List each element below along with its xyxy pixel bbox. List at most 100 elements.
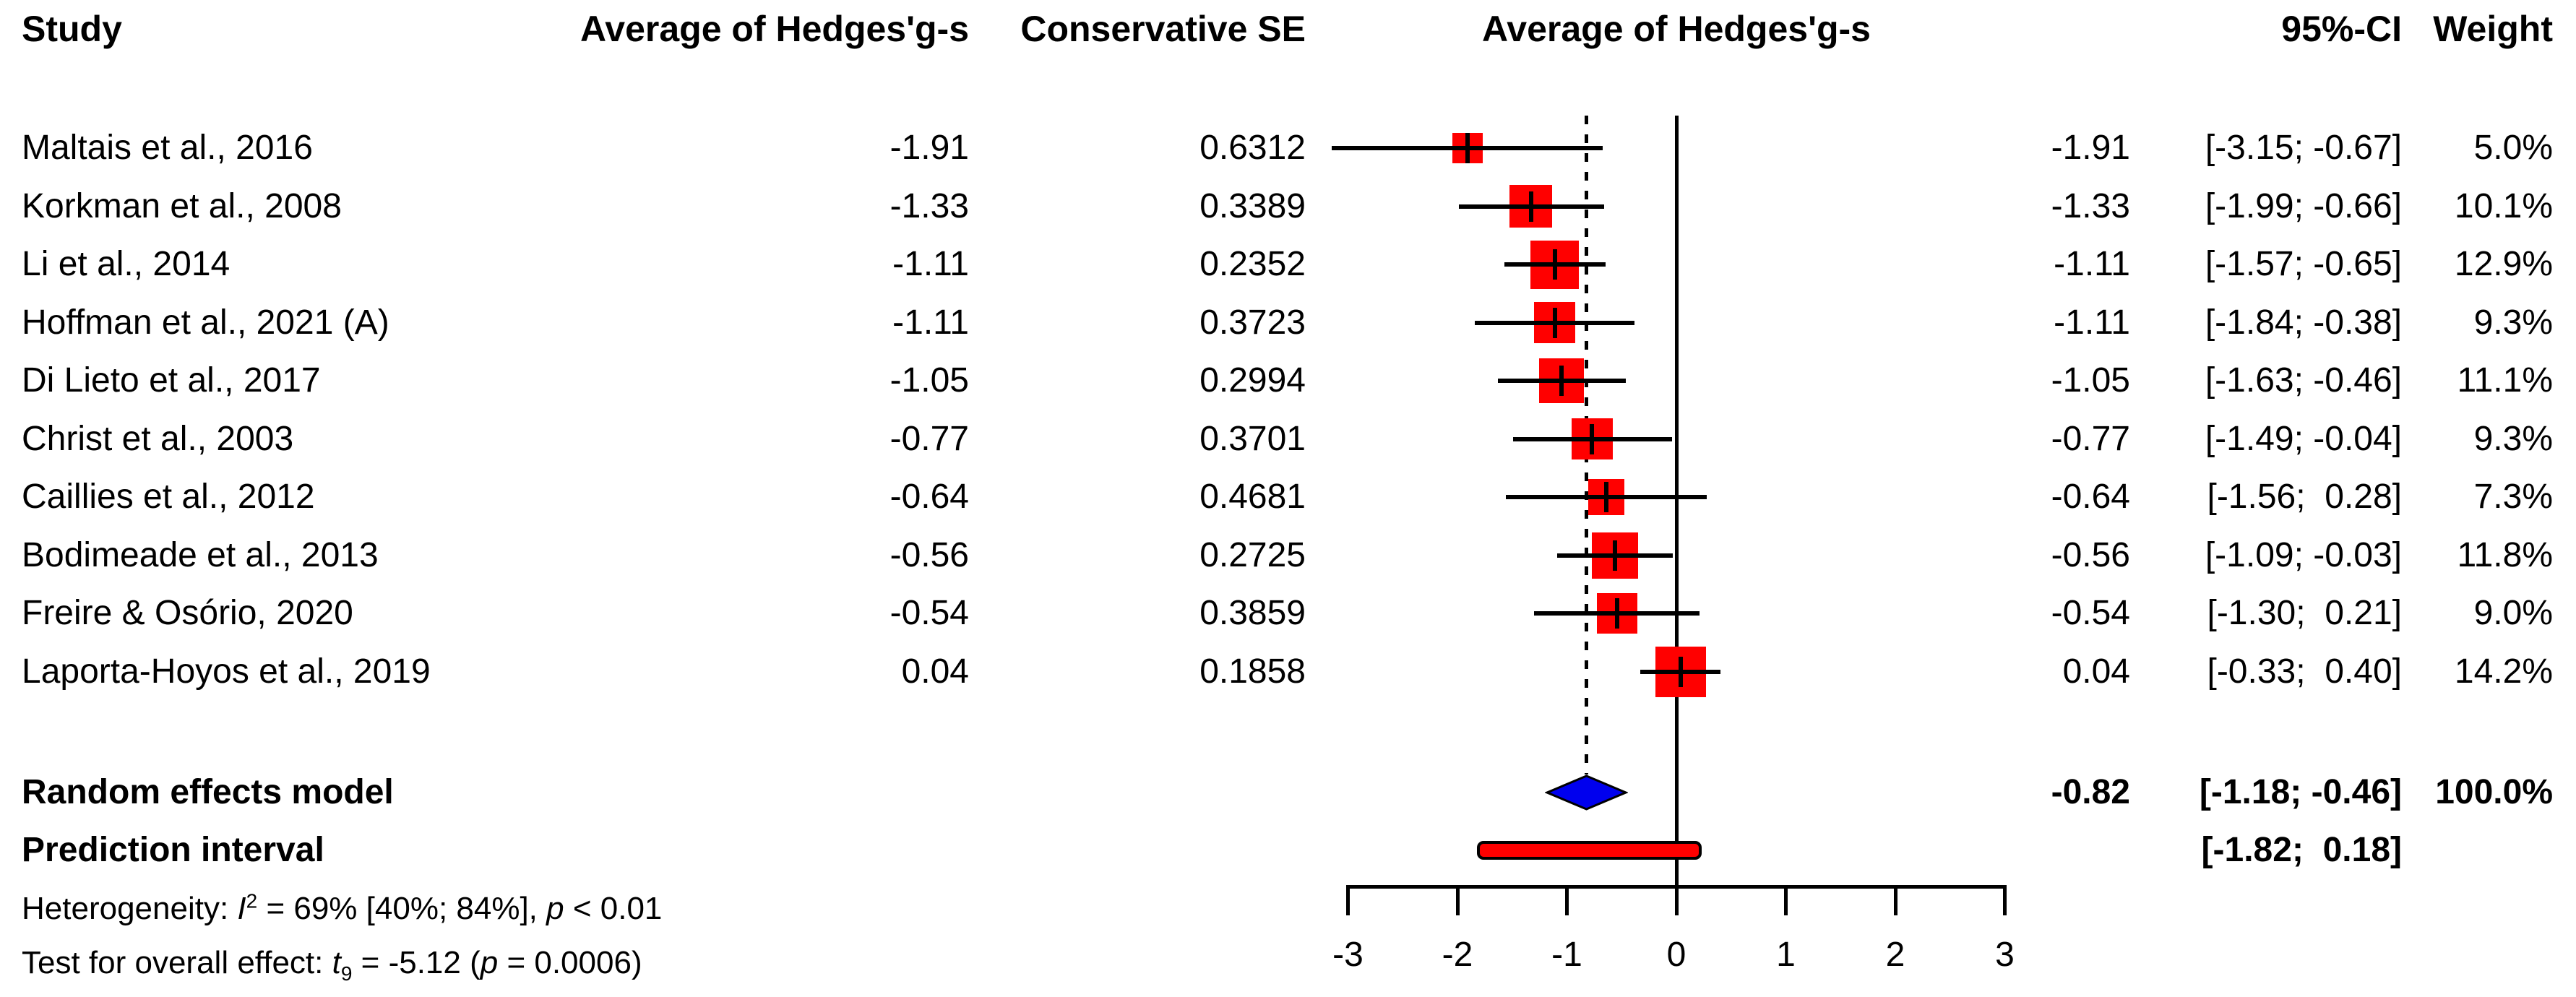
effect-value: -0.64: [2051, 478, 2130, 516]
test-t-df: 9: [340, 962, 353, 985]
random-effects-ci: [-1.18; -0.46]: [2199, 773, 2402, 811]
study-name: Caillies et al., 2012: [22, 478, 315, 516]
random-effects-weight: 100.0%: [2435, 773, 2553, 811]
random-effects-label: Random effects model: [22, 773, 394, 811]
conservative-se-value: 0.6312: [1199, 129, 1306, 167]
ci-value: [-1.56; 0.28]: [2207, 478, 2402, 516]
column-header-conservative-se: Conservative SE: [1020, 9, 1306, 49]
column-header-study: Study: [22, 9, 122, 49]
conservative-se-value: 0.2994: [1199, 361, 1306, 400]
effect-center-tick: [1528, 191, 1533, 222]
random-effects-estimate: -0.82: [2051, 773, 2130, 811]
conservative-se-value: 0.4681: [1199, 478, 1306, 516]
avg-hedges-value: -1.91: [889, 129, 969, 167]
het-i-exponent: 2: [246, 889, 258, 912]
weight-value: 7.3%: [2473, 478, 2553, 516]
ci-value: [-1.09; -0.03]: [2205, 535, 2402, 574]
zero-reference-line: [1674, 116, 1679, 889]
effect-center-tick: [1613, 540, 1618, 571]
avg-hedges-value: -0.54: [889, 594, 969, 632]
study-name: Laporta-Hoyos et al., 2019: [22, 652, 431, 691]
weight-value: 9.0%: [2473, 594, 2553, 632]
study-name: Li et al., 2014: [22, 245, 231, 283]
effect-value: -1.11: [2054, 303, 2130, 342]
effect-value: -1.33: [2051, 186, 2130, 225]
prediction-interval-label: Prediction interval: [22, 831, 324, 869]
avg-hedges-value: -1.33: [889, 186, 969, 225]
column-header-plot-title: Average of Hedges'g-s: [1482, 9, 1871, 49]
avg-hedges-value: -1.05: [889, 361, 969, 400]
test-values: = -5.12 (: [352, 945, 481, 980]
study-name: Christ et al., 2003: [22, 419, 294, 458]
column-header-avg-hedges: Average of Hedges'g-s: [580, 9, 969, 49]
test-t-symbol: t: [332, 945, 341, 980]
effect-value: -0.54: [2051, 594, 2130, 632]
x-axis-tick: [1674, 885, 1679, 915]
study-name: Freire & Osório, 2020: [22, 594, 353, 632]
x-axis-tick-label: 1: [1776, 936, 1796, 974]
effect-value: -0.77: [2051, 419, 2130, 458]
effect-value: -0.56: [2051, 535, 2130, 574]
effect-value: -1.91: [2051, 129, 2130, 167]
conservative-se-value: 0.3701: [1199, 419, 1306, 458]
conservative-se-value: 0.2725: [1199, 535, 1306, 574]
prediction-interval-bar: [1477, 841, 1702, 860]
effect-value: -1.05: [2051, 361, 2130, 400]
overall-effect-test-note: Test for overall effect: t9 = -5.12 (p =…: [22, 938, 642, 988]
effect-center-tick: [1615, 598, 1620, 629]
conservative-se-value: 0.3389: [1199, 186, 1306, 225]
effect-center-tick: [1552, 307, 1557, 338]
het-prefix: Heterogeneity:: [22, 891, 238, 926]
x-axis-tick: [1565, 885, 1569, 915]
het-values: = 69% [40%; 84%],: [257, 891, 547, 926]
x-axis-tick-label: -1: [1551, 936, 1582, 974]
weight-value: 11.8%: [2457, 535, 2553, 574]
ci-value: [-1.84; -0.38]: [2205, 303, 2402, 342]
effect-value: 0.04: [2062, 652, 2130, 691]
study-name: Bodimeade et al., 2013: [22, 535, 379, 574]
effect-center-tick: [1559, 366, 1564, 396]
x-axis-tick-label: 2: [1885, 936, 1905, 974]
pooled-effect-diamond: [1545, 774, 1629, 811]
test-prefix: Test for overall effect:: [22, 945, 332, 980]
x-axis-tick: [1784, 885, 1788, 915]
ci-value: [-1.99; -0.66]: [2205, 186, 2402, 225]
weight-value: 11.1%: [2457, 361, 2553, 400]
ci-value: [-3.15; -0.67]: [2205, 129, 2402, 167]
weight-value: 12.9%: [2454, 245, 2553, 283]
het-p-symbol: p: [546, 891, 564, 926]
effect-value: -1.11: [2054, 245, 2130, 283]
weight-value: 9.3%: [2473, 419, 2553, 458]
effect-center-tick: [1590, 423, 1595, 454]
test-p-value: = 0.0006): [498, 945, 642, 980]
ci-value: [-1.63; -0.46]: [2205, 361, 2402, 400]
avg-hedges-value: -0.56: [889, 535, 969, 574]
column-header-95ci: 95%-CI: [2281, 9, 2402, 49]
x-axis-tick: [1455, 885, 1460, 915]
test-p-symbol: p: [480, 945, 499, 980]
conservative-se-value: 0.2352: [1199, 245, 1306, 283]
study-name: Hoffman et al., 2021 (A): [22, 303, 389, 342]
avg-hedges-value: 0.04: [901, 652, 969, 691]
avg-hedges-value: -0.64: [889, 478, 969, 516]
weight-value: 9.3%: [2473, 303, 2553, 342]
column-header-weight: Weight: [2433, 9, 2553, 49]
weight-value: 10.1%: [2454, 186, 2553, 225]
ci-value: [-1.30; 0.21]: [2207, 594, 2402, 632]
study-name: Maltais et al., 2016: [22, 129, 313, 167]
weight-value: 5.0%: [2473, 129, 2553, 167]
x-axis-tick-label: -2: [1442, 936, 1473, 974]
effect-center-tick: [1552, 249, 1557, 280]
ci-value: [-0.33; 0.40]: [2207, 652, 2402, 691]
effect-center-tick: [1465, 133, 1470, 163]
avg-hedges-value: -1.11: [892, 245, 969, 283]
avg-hedges-value: -0.77: [889, 419, 969, 458]
conservative-se-value: 0.3859: [1199, 594, 1306, 632]
het-p-value: < 0.01: [564, 891, 663, 926]
ci-value: [-1.49; -0.04]: [2205, 419, 2402, 458]
x-axis-tick: [2003, 885, 2007, 915]
x-axis-tick-label: -3: [1332, 936, 1364, 974]
weight-value: 14.2%: [2454, 652, 2553, 691]
prediction-interval-ci: [-1.82; 0.18]: [2201, 831, 2402, 869]
